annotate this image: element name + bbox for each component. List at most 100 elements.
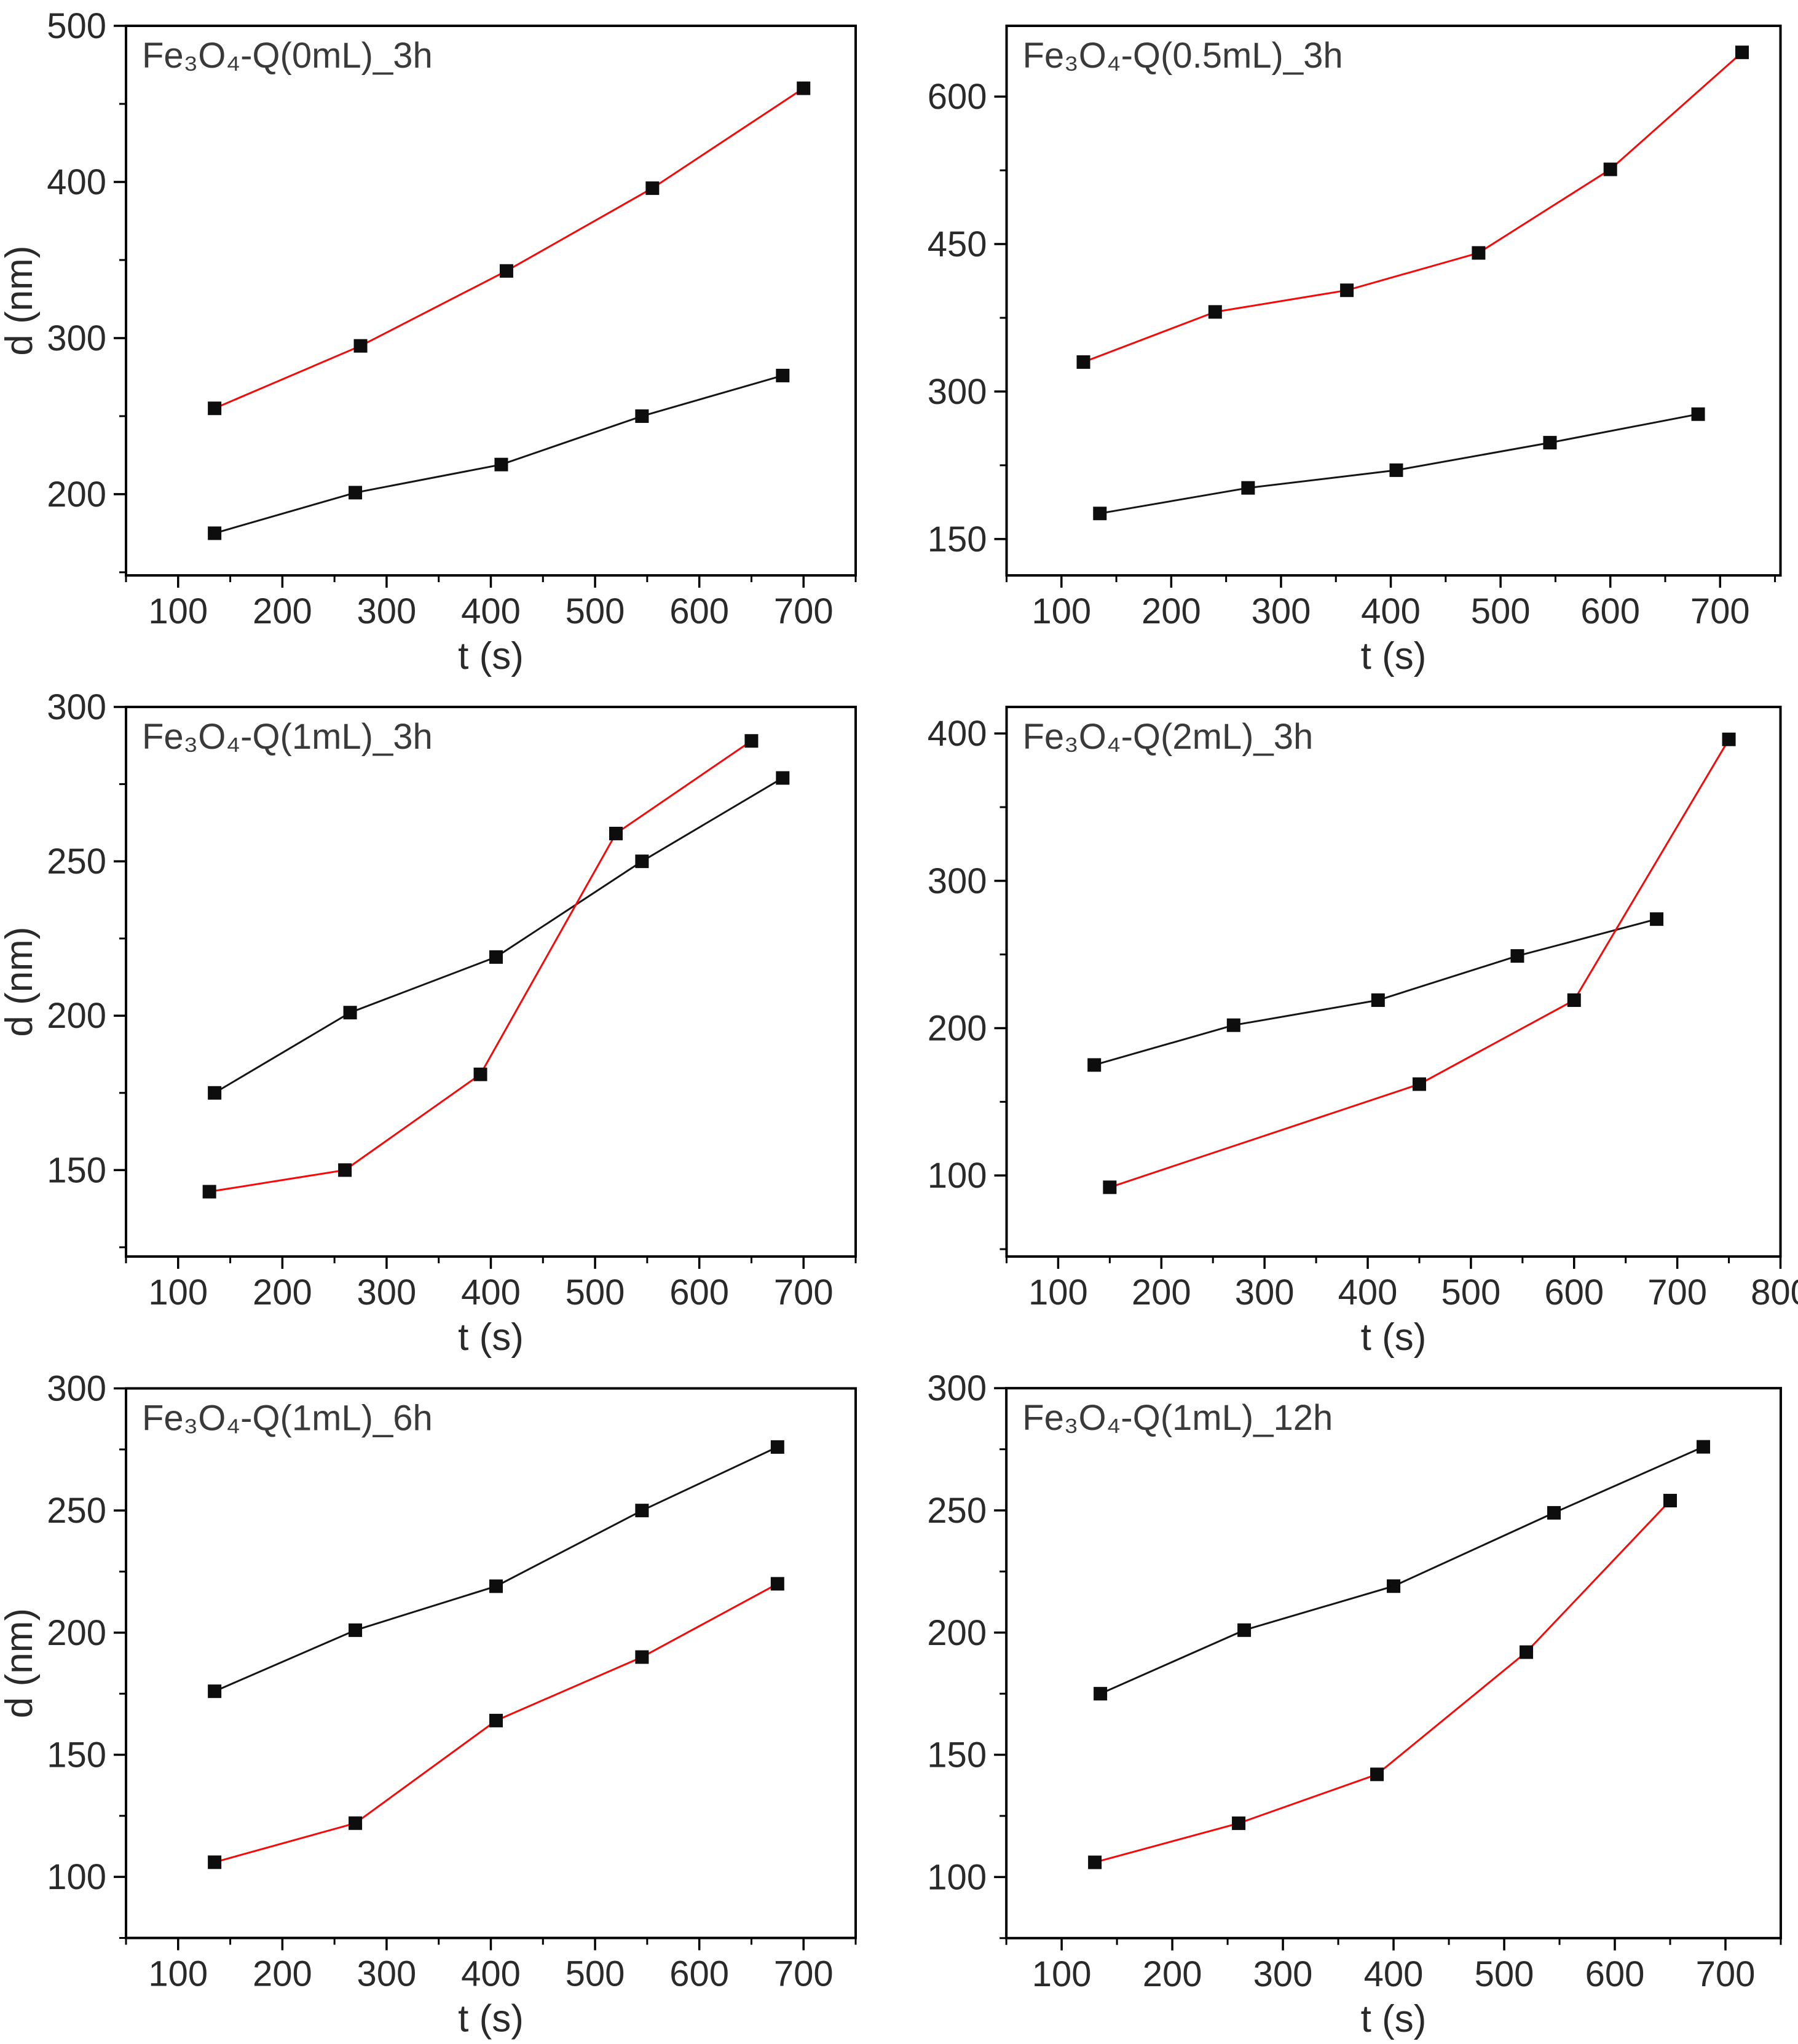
y-tick-label: 100 [927, 1857, 987, 1897]
data-point-marker-black [1547, 1505, 1561, 1520]
x-tick-label: 100 [148, 1273, 208, 1312]
chart-svg-panel-1ml-12h: 100 200 300 400 500 600 700 100 150 200 250 300 Fe₃O… [927, 1368, 1782, 2040]
series-line-red [1109, 738, 1730, 1188]
x-tick-label: 600 [1544, 1273, 1604, 1312]
x-tick-label: 300 [357, 1954, 417, 1994]
y-tick-label: 600 [928, 77, 987, 117]
x-tick-label: 300 [1235, 1273, 1295, 1312]
x-axis-label: t (s) [1361, 1316, 1427, 1359]
x-tick-label: 500 [566, 1954, 625, 1994]
x-tick-label: 500 [566, 591, 625, 631]
data-point-marker-red [353, 339, 368, 353]
data-point-marker-black [1387, 1579, 1401, 1593]
y-tick-label: 300 [47, 1369, 106, 1409]
x-tick-label: 200 [1141, 591, 1201, 631]
data-point-marker-red [1103, 1180, 1117, 1194]
series-line-red [1094, 1500, 1671, 1863]
data-point-marker-black [635, 409, 649, 423]
chart-title: Fe₃O₄-Q(1mL)_3h [142, 717, 433, 757]
data-point-marker-black [635, 854, 649, 869]
data-point-marker-black [1087, 1058, 1102, 1072]
x-tick-label: 700 [1647, 1273, 1707, 1312]
x-axis-label: t (s) [1361, 635, 1427, 677]
chart-panel-fe3o4-q1ml-6h: 100 200 300 400 500 600 700 100 150 200 250 300 Fe₃O… [0, 1362, 899, 2044]
data-point-marker-black [1691, 407, 1705, 421]
chart-title: Fe₃O₄-Q(1mL)_12h [1022, 1398, 1333, 1438]
chart-panel-fe3o4-q1ml-12h: 100 200 300 400 500 600 700 100 150 200 250 300 Fe₃O… [899, 1362, 1798, 2044]
data-point-marker-red [1088, 1855, 1102, 1869]
series-line-black [1094, 918, 1657, 1066]
data-point-marker-red [338, 1163, 352, 1177]
data-point-marker-red [202, 1185, 216, 1199]
x-tick-label: 700 [774, 1273, 834, 1312]
x-axis-label: t (s) [458, 635, 524, 677]
y-axis-label: d (nm) [0, 1608, 41, 1718]
y-tick-label: 250 [47, 842, 106, 882]
y-tick-label: 150 [928, 519, 987, 559]
x-tick-label: 400 [461, 1954, 521, 1994]
y-tick-label: 150 [47, 1150, 106, 1190]
chart-panel-fe3o4-q0ml-3h: 100 200 300 400 500 600 700 200 300 400 500 Fe₃O₄-Q… [0, 0, 899, 681]
data-point-marker-black [1371, 993, 1385, 1007]
data-point-marker-black [1237, 1623, 1252, 1637]
y-axis-label: d (nm) [0, 926, 41, 1036]
y-tick-label: 300 [927, 1368, 987, 1408]
chart-title: Fe₃O₄-Q(1mL)_6h [142, 1399, 433, 1438]
x-tick-label: 200 [1132, 1273, 1191, 1312]
data-point-marker-red [1340, 283, 1354, 298]
x-tick-label: 600 [669, 1954, 729, 1994]
x-tick-label: 600 [669, 591, 729, 631]
y-tick-label: 150 [927, 1735, 987, 1775]
x-tick-label: 300 [357, 1273, 417, 1312]
y-tick-label: 150 [47, 1735, 106, 1775]
data-point-marker-black [1226, 1018, 1240, 1032]
y-tick-label: 500 [47, 6, 106, 46]
data-point-marker-black [776, 368, 790, 382]
x-tick-label: 500 [566, 1273, 625, 1312]
data-point-marker-black [343, 1006, 357, 1020]
data-point-marker-red [635, 1650, 649, 1664]
y-tick-label: 250 [47, 1491, 106, 1531]
y-tick-label: 300 [928, 861, 987, 901]
chart-svg-panel-2ml-3h: 100 200 300 400 500 600 700 800 100 200 300 400 Fe₃O… [928, 706, 1798, 1359]
y-tick-label: 200 [47, 475, 106, 515]
data-point-marker-black [1510, 949, 1524, 963]
data-point-marker-red [208, 401, 222, 416]
data-point-marker-black [208, 1086, 222, 1100]
series-line-black [214, 1446, 778, 1692]
plot-frame [1005, 1387, 1782, 1939]
x-tick-label: 300 [357, 591, 417, 631]
plot-frame [1005, 25, 1782, 577]
data-point-marker-red [1520, 1645, 1534, 1659]
data-point-marker-black [1650, 912, 1664, 926]
y-tick-label: 400 [47, 162, 106, 202]
data-point-marker-black [349, 486, 363, 500]
x-tick-label: 100 [148, 591, 208, 631]
data-point-marker-red [645, 181, 660, 195]
x-tick-label: 300 [1252, 591, 1311, 631]
y-tick-label: 450 [928, 224, 987, 264]
y-tick-label: 300 [47, 318, 106, 358]
x-tick-label: 500 [1471, 591, 1531, 631]
x-tick-label: 100 [1031, 591, 1091, 631]
y-axis-label: d (nm) [0, 245, 41, 355]
x-tick-label: 200 [253, 591, 312, 631]
y-tick-label: 300 [47, 687, 106, 727]
chart-svg-panel-0ml-3h: 100 200 300 400 500 600 700 200 300 400 500 Fe₃O₄-Q… [0, 6, 857, 677]
data-point-marker-red [499, 264, 513, 278]
data-point-marker-red [770, 1577, 784, 1591]
data-point-marker-red [1208, 305, 1222, 319]
plot-frame [125, 25, 857, 577]
x-tick-label: 400 [1364, 1954, 1424, 1994]
series-line-red [209, 740, 752, 1193]
x-axis-label: t (s) [458, 1998, 524, 2040]
data-point-marker-red [489, 1713, 503, 1727]
data-point-marker-red [1567, 993, 1581, 1007]
x-tick-label: 200 [253, 1954, 312, 1994]
data-point-marker-black [1696, 1440, 1711, 1454]
chart-svg-panel-1ml-3h: 100 200 300 400 500 600 700 150 200 250 300 Fe₃O₄-Q… [0, 687, 857, 1359]
x-tick-label: 200 [1143, 1954, 1202, 1994]
data-point-marker-red [797, 81, 811, 95]
chart-panel-fe3o4-q0.5ml-3h: 100 200 300 400 500 600 700 150 300 450 600 Fe₃O₄-Q… [899, 0, 1798, 681]
